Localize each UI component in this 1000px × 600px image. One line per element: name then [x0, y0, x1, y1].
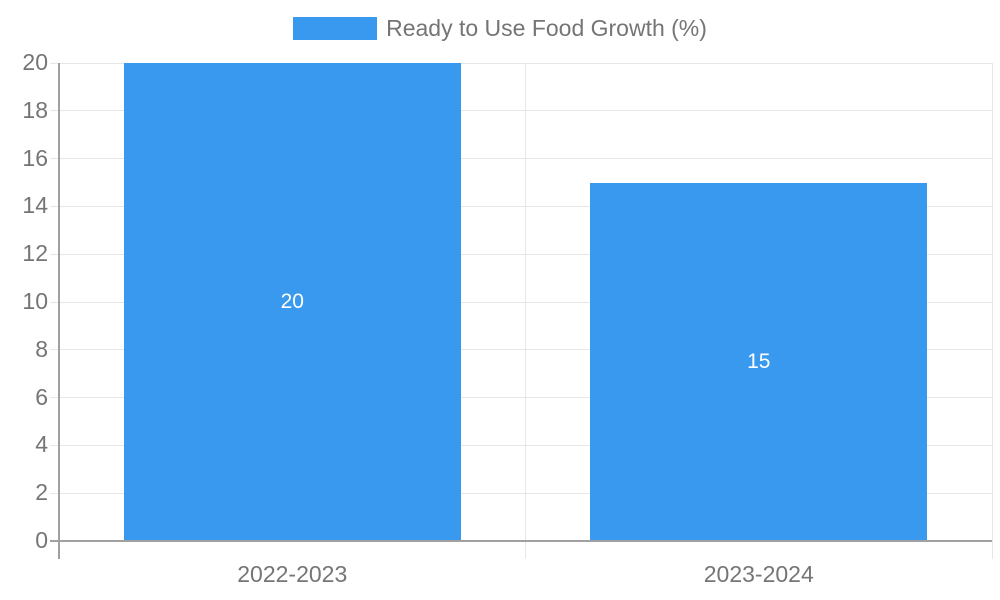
y-axis-tick-label: 10: [22, 288, 48, 314]
bar-value-label: 20: [280, 290, 304, 313]
y-axis-tick-label: 16: [22, 144, 48, 171]
y-axis-tick-label: 20: [22, 49, 48, 75]
gridline: [50, 444, 992, 446]
gridline: [50, 397, 992, 399]
x-axis-tick-label: 2022-2023: [237, 561, 348, 587]
gridline: [50, 492, 992, 494]
y-axis-line: [58, 63, 60, 559]
gridline: [50, 205, 992, 207]
gridline: [50, 301, 992, 303]
category-boundary-gridline: [525, 63, 526, 559]
bar: [590, 182, 928, 541]
bar-value-label: 15: [747, 349, 771, 373]
gridline: [50, 110, 992, 112]
legend-swatch: [293, 17, 378, 40]
gridline: [50, 158, 992, 160]
gridline: [50, 349, 992, 351]
y-axis-tick-label: 12: [22, 240, 48, 267]
chart-legend: Ready to Use Food Growth (%): [0, 15, 1000, 42]
y-axis-tick-label: 0: [35, 527, 48, 553]
bar: [123, 63, 461, 541]
y-axis-tick-label: 8: [35, 335, 48, 362]
gridline: [50, 62, 992, 64]
gridline: [50, 253, 992, 255]
y-axis-tick-label: 14: [22, 192, 48, 219]
y-axis-tick-label: 6: [35, 383, 48, 410]
x-axis-tick-label: 2023-2024: [703, 561, 814, 587]
category-boundary-gridline: [991, 63, 993, 559]
y-axis-tick-label: 2: [35, 479, 48, 506]
legend-label: Ready to Use Food Growth (%): [386, 15, 707, 41]
y-axis-tick-label: 18: [22, 96, 48, 123]
y-axis-tick-label: 4: [35, 431, 48, 458]
x-axis-line: [50, 540, 992, 542]
